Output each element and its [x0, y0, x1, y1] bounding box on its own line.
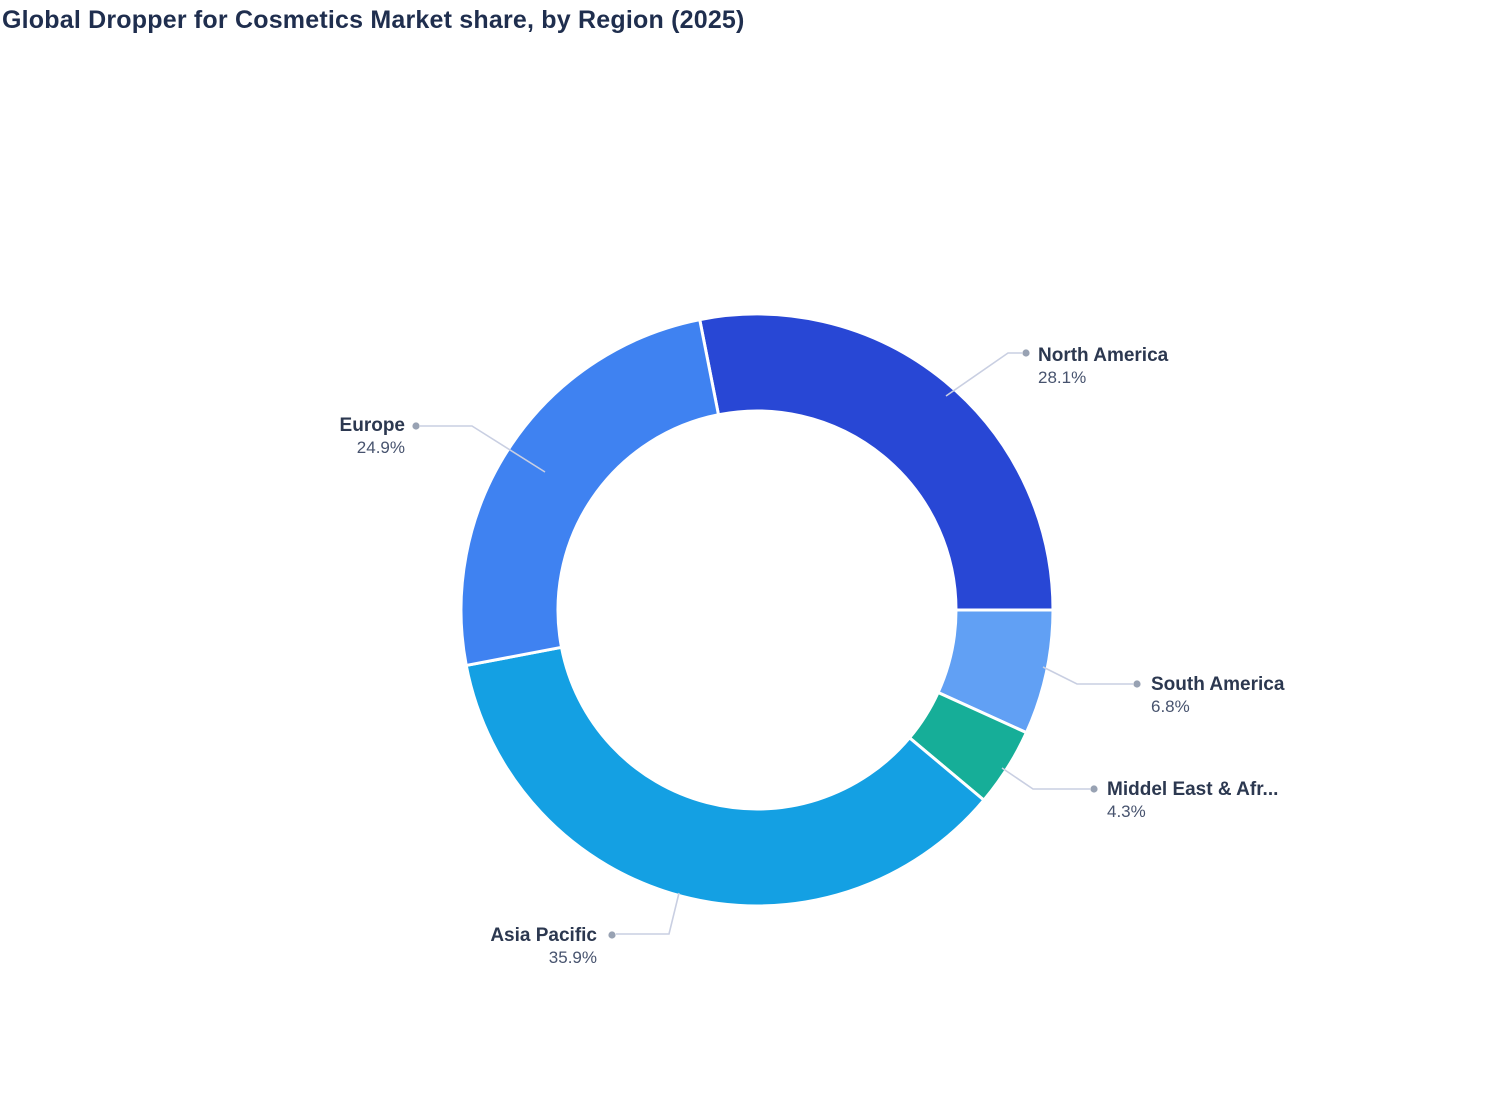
slice-label-asia-pacific: Asia Pacific 35.9% — [490, 924, 597, 969]
slice-label-value: 24.9% — [356, 438, 405, 458]
label-leader-line-europe — [420, 425, 546, 473]
label-leader-line-south-america — [1042, 666, 1133, 685]
label-dot-north-america — [1022, 349, 1030, 357]
slice-label-name: North America — [1038, 345, 1169, 366]
pie-slice-asia-pacific[interactable] — [464, 645, 986, 908]
slice-label-name: Asia Pacific — [490, 925, 597, 946]
label-dot-south-america — [1133, 680, 1141, 688]
slice-label-value: 35.9% — [548, 948, 597, 968]
slice-label-name: Europe — [339, 415, 405, 436]
pie-slice-europe[interactable] — [459, 318, 720, 667]
slice-label-value: 4.3% — [1107, 802, 1146, 822]
slice-label-europe: Europe 24.9% — [340, 414, 405, 459]
chart-title: Global Dropper for Cosmetics Market shar… — [2, 6, 745, 34]
pie-slice-north-america[interactable] — [698, 312, 1055, 612]
slice-label-value: 6.8% — [1151, 697, 1190, 717]
label-dot-europe — [412, 422, 420, 430]
label-dot-asia-pacific — [608, 931, 616, 939]
label-leader-line-middel-east-afr — [1001, 767, 1090, 790]
slice-label-name: Middel East & Afr... — [1107, 779, 1279, 800]
label-leader-line-north-america — [945, 352, 1022, 397]
slice-label-south-america: South America 6.8% — [1151, 673, 1284, 718]
slice-label-value: 28.1% — [1038, 368, 1087, 388]
slice-label-north-america: North America 28.1% — [1038, 344, 1168, 389]
label-leader-line-asia-pacific — [616, 892, 680, 935]
label-dot-middel-east-afr — [1090, 785, 1098, 793]
slice-label-middel-east-afr: Middel East & Afr... 4.3% — [1107, 778, 1278, 823]
slice-label-name: South America — [1151, 674, 1285, 695]
